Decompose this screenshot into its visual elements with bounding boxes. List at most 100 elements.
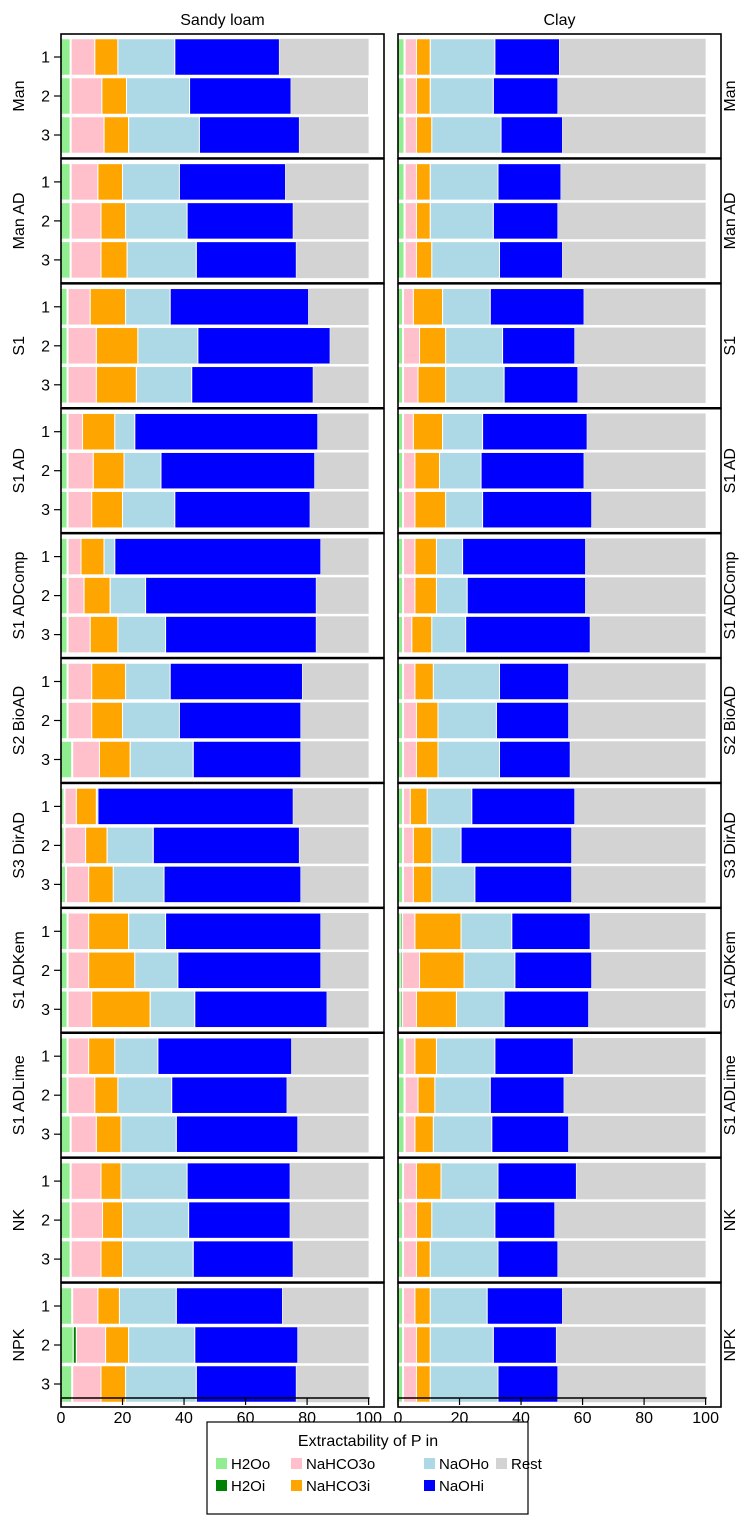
replicate-label: 2 — [41, 1338, 50, 1355]
bar-segment-rest — [571, 827, 706, 864]
bar-segment-nahco3i — [89, 615, 119, 654]
bar-segment-rest — [299, 827, 369, 864]
bar-segment-h2oo — [60, 1162, 71, 1200]
bar-segment-nahco3o — [403, 826, 414, 865]
replicate-label: 2 — [41, 213, 50, 230]
bar-segment-naoho — [440, 1162, 499, 1200]
bar-segment-nahco3o — [403, 615, 413, 654]
bar-segment-naoho — [118, 1287, 177, 1325]
facet-panel: 1 2 3 — [41, 532, 385, 659]
facet-panel: 1 2 3 — [41, 1157, 385, 1283]
treatment-label-left: S2 BioAD — [11, 686, 28, 755]
replicate-label: 3 — [41, 1002, 50, 1019]
bar-segment-nahco3i — [88, 865, 114, 904]
replicate-label: 1 — [41, 1174, 50, 1191]
bar-segment-naohi — [497, 1240, 559, 1278]
replicate-label: 1 — [41, 549, 50, 566]
bar-segment-nahco3i — [97, 163, 124, 201]
bar-segment-naoho — [445, 327, 504, 365]
bar-segment-rest — [568, 702, 706, 739]
bar-segment-h2oo — [60, 451, 68, 490]
replicate-label: 3 — [41, 252, 50, 269]
bar-segment-naoho — [135, 366, 193, 404]
bar-segment-rest — [320, 913, 369, 950]
bar-segment-naoho — [125, 662, 171, 701]
replicate-label: 2 — [41, 713, 50, 730]
bar-segment-nahco3i — [411, 615, 433, 654]
legend-label: NaHCO3o — [306, 1456, 375, 1473]
bar-segment-rest — [285, 163, 369, 201]
bar-segment-naohi — [494, 1037, 574, 1075]
bar-segment-naoho — [437, 701, 497, 740]
bar-segment-nahco3i — [91, 701, 124, 740]
legend-items: H2Oo H2Oi NaHCO3o NaHCO3i NaOHo NaOHi Rest — [216, 1456, 543, 1495]
bar-segment-nahco3o — [403, 490, 416, 529]
bar-segment-naoho — [429, 163, 499, 201]
bar-segment-naohi — [471, 787, 576, 826]
bar-segment-naoho — [429, 1326, 494, 1364]
bar-segment-naoho — [114, 412, 136, 451]
bar-segment-nahco3i — [415, 701, 439, 740]
bar-segment-naohi — [178, 163, 287, 201]
replicate-label: 3 — [41, 627, 50, 644]
bar-segment-naoho — [125, 1365, 197, 1403]
bar-segment-nahco3i — [95, 1115, 122, 1153]
bar-segment-nahco3i — [414, 451, 441, 490]
bar-segment-naohi — [192, 740, 302, 779]
treatment-label-left: S1 — [11, 336, 28, 356]
bar-segment-nahco3i — [94, 38, 119, 76]
bar-segment-rest — [320, 538, 369, 575]
bar-segment-nahco3i — [415, 1201, 433, 1239]
x-tick-label: 100 — [692, 1410, 719, 1427]
bar-segment-naoho — [126, 241, 197, 279]
bar-segment-rest — [590, 616, 706, 653]
bar-segment-nahco3o — [403, 412, 414, 451]
bar-segment-naoho — [432, 662, 501, 701]
panel-border — [60, 1282, 385, 1408]
bar-segment-naohi — [489, 1076, 565, 1114]
bar-segment-naohi — [195, 241, 297, 279]
legend-label: NaHCO3i — [306, 1478, 370, 1495]
bar-segment-h2oo — [60, 116, 71, 154]
x-tick-label: 20 — [114, 1410, 132, 1427]
legend-swatch — [216, 1480, 227, 1491]
bar-segment-nahco3i — [415, 163, 431, 201]
bar-segment-naoho — [442, 288, 491, 326]
facet-panel — [397, 907, 722, 1034]
bar-segment-nahco3o — [70, 1240, 102, 1278]
bar-segment-nahco3i — [95, 327, 139, 365]
bar-segment-naohi — [165, 615, 317, 654]
bar-segment-naohi — [462, 537, 587, 576]
bar-segment-naohi — [499, 740, 571, 779]
x-tick-label: 40 — [175, 1410, 193, 1427]
bar-segment-nahco3i — [91, 990, 151, 1029]
bar-segment-nahco3i — [414, 490, 447, 529]
bar-segment-naohi — [502, 327, 576, 365]
bar-segment-nahco3o — [70, 1115, 97, 1153]
panel-border — [60, 1157, 385, 1283]
bar-segment-naohi — [492, 1326, 557, 1364]
bar-segment-naoho — [455, 990, 505, 1029]
bar-segment-nahco3o — [70, 77, 103, 115]
replicate-label: 3 — [41, 1252, 50, 1269]
panel-border — [60, 407, 385, 534]
bar-segment-nahco3i — [102, 1201, 124, 1239]
bar-segment-naoho — [439, 451, 482, 490]
facet-panel: 1 2 3 — [41, 1282, 385, 1408]
bar-segment-nahco3o — [67, 662, 93, 701]
bar-segment-nahco3o — [403, 451, 416, 490]
bar-segment-naoho — [126, 77, 191, 115]
bar-segment-nahco3o — [67, 327, 97, 365]
bar-segment-rest — [568, 663, 706, 700]
bar-segment-rest — [290, 1162, 369, 1200]
bar-segment-h2oo — [60, 490, 68, 529]
bar-segment-rest — [574, 327, 706, 365]
bar-segment-nahco3o — [67, 366, 97, 404]
bar-segment-nahco3i — [105, 1326, 130, 1364]
bar-segment-rest — [296, 241, 369, 279]
bar-segment-h2oo — [60, 366, 68, 404]
bar-segment-nahco3o — [67, 576, 85, 615]
facet-panel: 1 2 3 — [41, 1032, 385, 1158]
legend-swatch — [424, 1458, 435, 1469]
bar-segment-nahco3i — [80, 537, 105, 576]
